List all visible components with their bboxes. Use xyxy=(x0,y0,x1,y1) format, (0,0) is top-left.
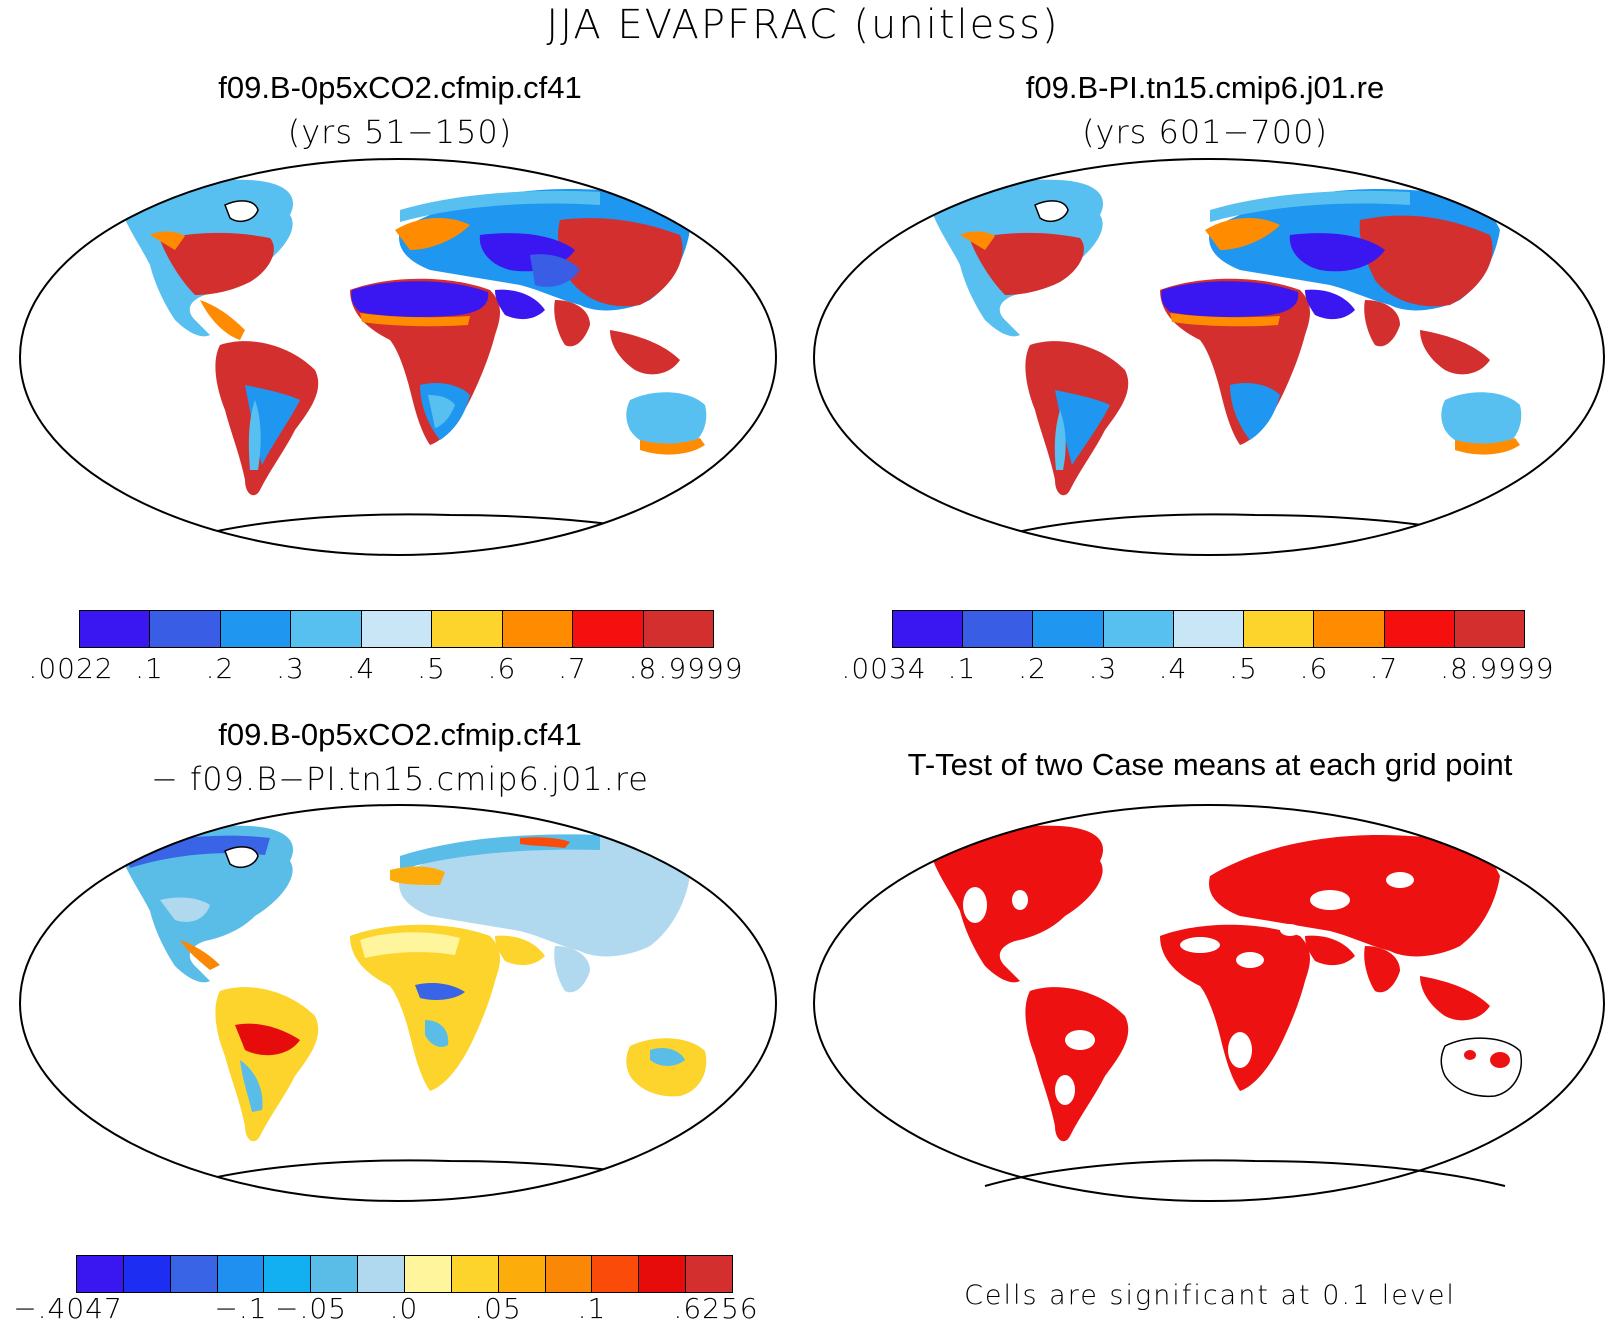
colorbar-tick: .1 xyxy=(135,652,164,685)
panel-title-top-left: f09.B-0p5xCO2.cfmip.cf41 xyxy=(218,70,582,105)
colorbar-cell xyxy=(358,1256,406,1292)
colorbar-tick: −.4047 xyxy=(13,1292,123,1325)
colorbar-tick: .8 xyxy=(628,652,658,685)
significance-note: Cells are significant at 0.1 level xyxy=(964,1280,1456,1311)
colorbar-tick: .8 xyxy=(1440,652,1469,685)
colorbar-ticks-bottom-left: −.4047 −.1 −.05 .0 .05 .1 .6256 xyxy=(13,1292,757,1326)
colorbar-tick: .9999 xyxy=(658,652,744,685)
colorbar-tick: .05 xyxy=(474,1292,522,1325)
colorbar-top-left xyxy=(79,610,714,648)
colorbar-tick: .4 xyxy=(1158,652,1188,685)
colorbar-tick: .6 xyxy=(487,652,517,685)
colorbar-cell xyxy=(405,1256,452,1292)
colorbar-cell xyxy=(639,1256,687,1292)
colorbar-tick: .6 xyxy=(1299,652,1329,685)
figure-title: JJA EVAPFRAC (unitless) xyxy=(546,2,1060,48)
panel-subtitle-top-left: (yrs 51−150) xyxy=(287,113,513,151)
colorbar-tick: .3 xyxy=(276,652,305,685)
colorbar-cell xyxy=(451,1256,499,1292)
colorbar-cell xyxy=(1173,611,1245,647)
colorbar-cell xyxy=(1033,611,1104,647)
colorbar-cell xyxy=(123,1256,171,1292)
colorbar-tick: .5 xyxy=(417,652,446,685)
colorbar-cell xyxy=(150,611,221,647)
colorbar-tick: .1 xyxy=(947,652,977,685)
colorbar-tick: .6256 xyxy=(673,1292,759,1325)
colorbar-cell xyxy=(432,611,503,647)
colorbar-tick: .0034 xyxy=(841,652,927,685)
colorbar-ticks-top-left: .0022 .1 .2 .3 .4 .5 .6 .7 .8 .9999 xyxy=(28,652,742,686)
colorbar-cell xyxy=(291,611,362,647)
panel-title-bottom-left: f09.B-0p5xCO2.cfmip.cf41 xyxy=(218,717,582,752)
colorbar-cell xyxy=(643,611,713,647)
colorbar-cell xyxy=(170,1256,218,1292)
colorbar-cell xyxy=(686,1256,733,1292)
colorbar-cell xyxy=(1103,611,1174,647)
colorbar-top-right xyxy=(892,610,1525,648)
colorbar-cell xyxy=(77,1256,124,1292)
colorbar-tick: −.05 xyxy=(275,1292,347,1325)
colorbar-cell xyxy=(311,1256,359,1292)
colorbar-cell xyxy=(498,1256,546,1292)
panel-subtitle-bottom-left: − f09.B−PI.tn15.cmip6.j01.re xyxy=(151,760,649,798)
colorbar-tick: .2 xyxy=(1018,652,1047,685)
colorbar-cell xyxy=(573,611,644,647)
colorbar-cell xyxy=(592,1256,640,1292)
colorbar-cell xyxy=(963,611,1034,647)
panel-title-top-right: f09.B-PI.tn15.cmip6.j01.re xyxy=(1025,70,1385,105)
colorbar-tick: .0 xyxy=(389,1292,419,1325)
map-top-left-content xyxy=(120,179,707,541)
colorbar-cell xyxy=(1314,611,1385,647)
colorbar-cell xyxy=(545,1256,593,1292)
colorbar-tick: .3 xyxy=(1088,652,1118,685)
colorbar-tick: .7 xyxy=(558,652,587,685)
colorbar-tick: −.1 xyxy=(214,1292,268,1325)
colorbar-bottom-left xyxy=(76,1255,733,1293)
panel-subtitle-top-right: (yrs 601−700) xyxy=(1082,113,1328,151)
colorbar-tick: .9999 xyxy=(1469,652,1555,685)
colorbar-tick: .2 xyxy=(205,652,235,685)
colorbar-tick: .1 xyxy=(577,1292,607,1325)
colorbar-cell xyxy=(217,1256,265,1292)
colorbar-cell xyxy=(361,611,433,647)
colorbar-cell xyxy=(80,611,151,647)
colorbar-tick: .7 xyxy=(1369,652,1399,685)
panel-title-bottom-right: T-Test of two Case means at each grid po… xyxy=(907,747,1513,782)
colorbar-tick: .4 xyxy=(346,652,376,685)
colorbar-cell xyxy=(220,611,292,647)
colorbar-tick: .0022 xyxy=(28,652,114,685)
colorbar-cell xyxy=(893,611,964,647)
colorbar-cell xyxy=(502,611,574,647)
colorbar-cell xyxy=(1454,611,1524,647)
colorbar-cell xyxy=(264,1256,312,1292)
colorbar-cell xyxy=(1244,611,1315,647)
colorbar-cell xyxy=(1384,611,1455,647)
colorbar-tick: .5 xyxy=(1229,652,1258,685)
colorbar-ticks-top-right: .0034 .1 .2 .3 .4 .5 .6 .7 .8 .9999 xyxy=(841,652,1553,686)
